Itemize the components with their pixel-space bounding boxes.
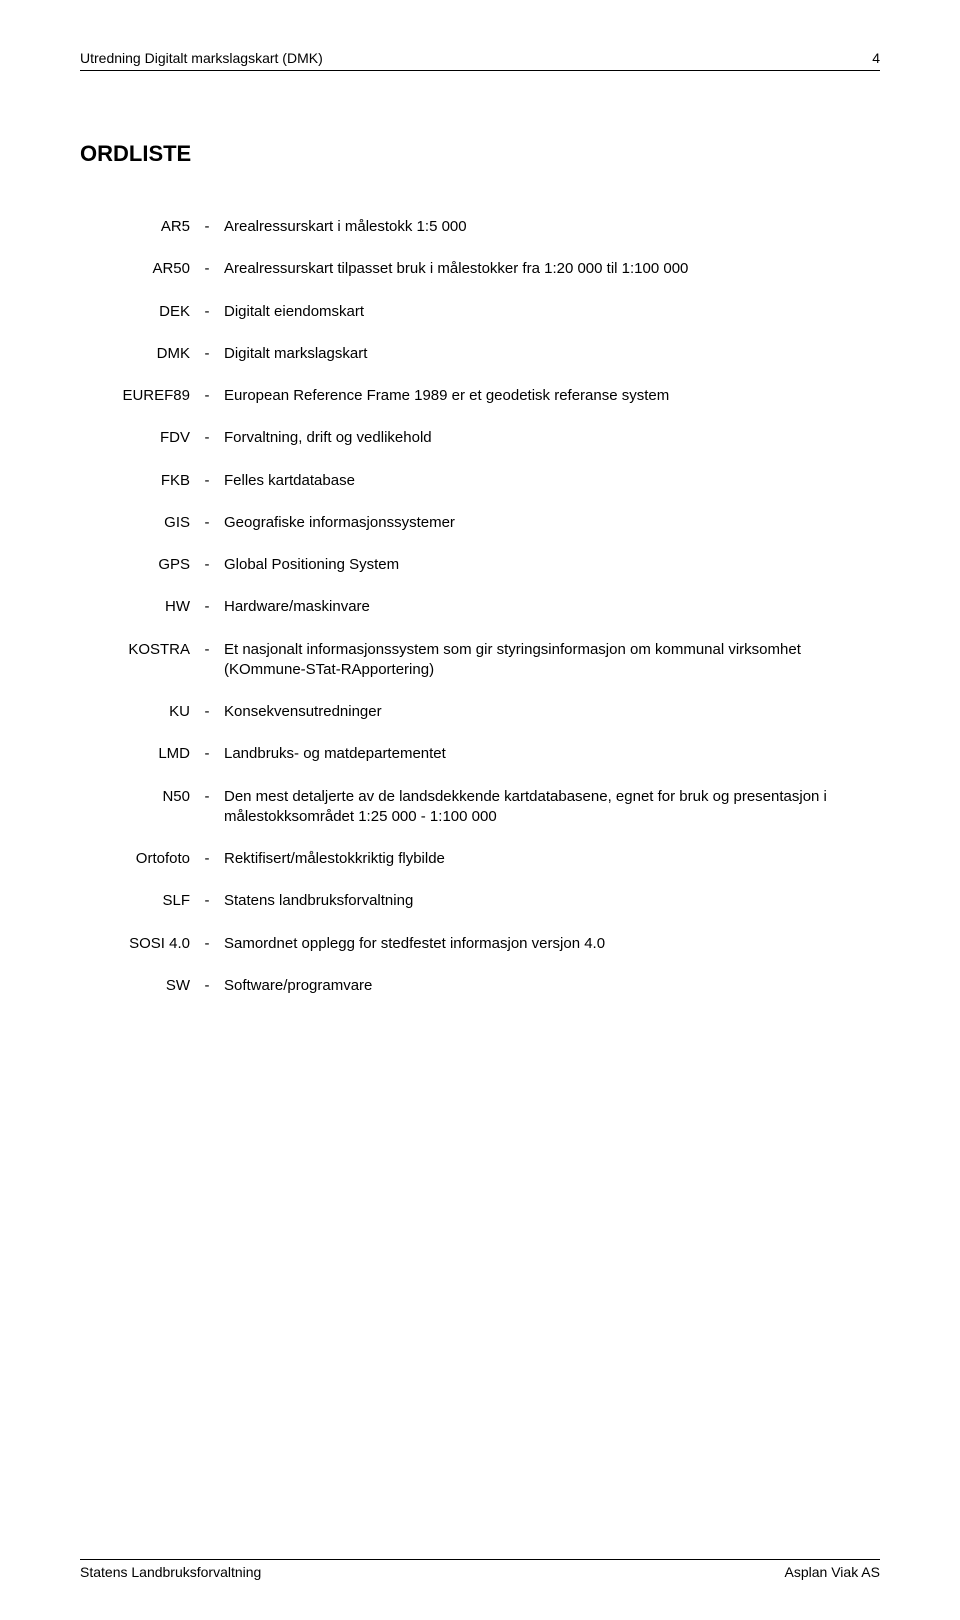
- page-header: Utredning Digitalt markslagskart (DMK) 4: [80, 50, 880, 70]
- definition-description: Geografiske informasjonssystemer: [224, 513, 880, 533]
- definition-term: FKB: [80, 471, 190, 491]
- definition-description: Felles kartdatabase: [224, 471, 880, 491]
- definition-description: Digitalt eiendomskart: [224, 302, 880, 322]
- definition-description: Rektifisert/målestokkriktig flybilde: [224, 849, 880, 869]
- definition-term: DMK: [80, 344, 190, 364]
- definition-description: Den mest detaljerte av de landsdekkende …: [224, 787, 880, 828]
- definition-description: Global Positioning System: [224, 555, 880, 575]
- definition-description: European Reference Frame 1989 er et geod…: [224, 386, 880, 406]
- footer-divider: [80, 1559, 880, 1560]
- definition-dash: -: [198, 891, 216, 911]
- definition-term: SLF: [80, 891, 190, 911]
- definition-dash: -: [198, 386, 216, 406]
- definition-description: Konsekvensutredninger: [224, 702, 880, 722]
- definition-term: SW: [80, 976, 190, 996]
- definition-dash: -: [198, 849, 216, 869]
- definition-dash: -: [198, 217, 216, 237]
- header-left: Utredning Digitalt markslagskart (DMK): [80, 50, 323, 66]
- definition-list: AR5-Arealressurskart i målestokk 1:5 000…: [80, 217, 880, 996]
- definition-term: GIS: [80, 513, 190, 533]
- definition-dash: -: [198, 976, 216, 996]
- definition-dash: -: [198, 640, 216, 681]
- footer-right: Asplan Viak AS: [785, 1564, 880, 1580]
- definition-description: Samordnet opplegg for stedfestet informa…: [224, 934, 880, 954]
- header-page-number: 4: [872, 50, 880, 66]
- definition-dash: -: [198, 744, 216, 764]
- definition-term: EUREF89: [80, 386, 190, 406]
- definition-term: HW: [80, 597, 190, 617]
- definition-dash: -: [198, 344, 216, 364]
- page-footer: Statens Landbruksforvaltning Asplan Viak…: [80, 1559, 880, 1580]
- definition-dash: -: [198, 597, 216, 617]
- footer-left: Statens Landbruksforvaltning: [80, 1564, 261, 1580]
- definition-description: Forvaltning, drift og vedlikehold: [224, 428, 880, 448]
- definition-description: Statens landbruksforvaltning: [224, 891, 880, 911]
- definition-description: Digitalt markslagskart: [224, 344, 880, 364]
- definition-dash: -: [198, 428, 216, 448]
- definition-dash: -: [198, 934, 216, 954]
- definition-description: Et nasjonalt informasjonssystem som gir …: [224, 640, 880, 681]
- definition-description: Hardware/maskinvare: [224, 597, 880, 617]
- definition-dash: -: [198, 787, 216, 828]
- definition-term: AR50: [80, 259, 190, 279]
- definition-term: SOSI 4.0: [80, 934, 190, 954]
- page-title: ORDLISTE: [80, 141, 880, 167]
- definition-term: FDV: [80, 428, 190, 448]
- definition-description: Arealressurskart i målestokk 1:5 000: [224, 217, 880, 237]
- definition-dash: -: [198, 702, 216, 722]
- definition-dash: -: [198, 471, 216, 491]
- header-divider: [80, 70, 880, 71]
- definition-dash: -: [198, 302, 216, 322]
- definition-term: KU: [80, 702, 190, 722]
- definition-term: Ortofoto: [80, 849, 190, 869]
- definition-term: AR5: [80, 217, 190, 237]
- definition-description: Arealressurskart tilpasset bruk i målest…: [224, 259, 880, 279]
- definition-term: GPS: [80, 555, 190, 575]
- definition-term: N50: [80, 787, 190, 828]
- definition-term: KOSTRA: [80, 640, 190, 681]
- definition-term: DEK: [80, 302, 190, 322]
- definition-description: Landbruks- og matdepartementet: [224, 744, 880, 764]
- definition-dash: -: [198, 513, 216, 533]
- definition-description: Software/programvare: [224, 976, 880, 996]
- definition-term: LMD: [80, 744, 190, 764]
- definition-dash: -: [198, 555, 216, 575]
- definition-dash: -: [198, 259, 216, 279]
